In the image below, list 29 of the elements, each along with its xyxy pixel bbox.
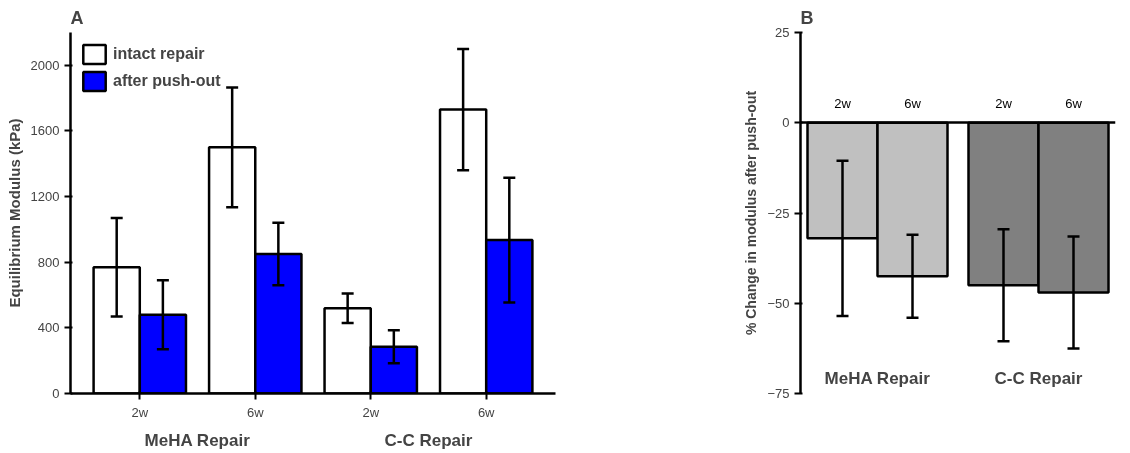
y-tick-label: 0 (52, 386, 60, 401)
y-tick-label: 25 (775, 25, 790, 40)
y-tick-label: 2000 (30, 57, 60, 73)
y-tick-label: −75 (767, 386, 790, 401)
y-tick-label: 0 (782, 115, 790, 131)
chart-title: B (800, 7, 814, 28)
x-tick-label: 2w (995, 95, 1013, 111)
legend-label: intact repair (113, 45, 205, 63)
y-tick-label: −25 (767, 205, 790, 221)
text: MeHA Repair (144, 430, 251, 450)
annotation: C-C Repair (994, 368, 1083, 388)
y-tick-label: 800 (37, 254, 60, 270)
y-axis-title: % Change in modulus after push-out (743, 90, 760, 336)
text: C-C Repair (384, 430, 473, 450)
y-tick-label: 400 (37, 320, 60, 336)
chart-title: A (70, 7, 84, 28)
legend-label: after push-out (113, 72, 221, 90)
x-tick-label: 2w (362, 404, 380, 420)
y-tick-label: 1600 (30, 123, 60, 139)
x-tick-label: 6w (246, 404, 265, 420)
y-tick-label: 1200 (30, 189, 60, 205)
annotation: MeHA Repair (824, 368, 931, 388)
x-tick-label: 6w (1065, 95, 1083, 111)
x-tick-label: 2w (131, 404, 149, 420)
x-tick-label: 6w (904, 95, 922, 111)
y-axis-title: Equilibrium Modulus (kPa) (5, 118, 23, 308)
x-tick-label: 2w (834, 95, 852, 111)
x-tick-label: 6w (477, 404, 496, 420)
y-tick-label: −50 (767, 295, 790, 311)
